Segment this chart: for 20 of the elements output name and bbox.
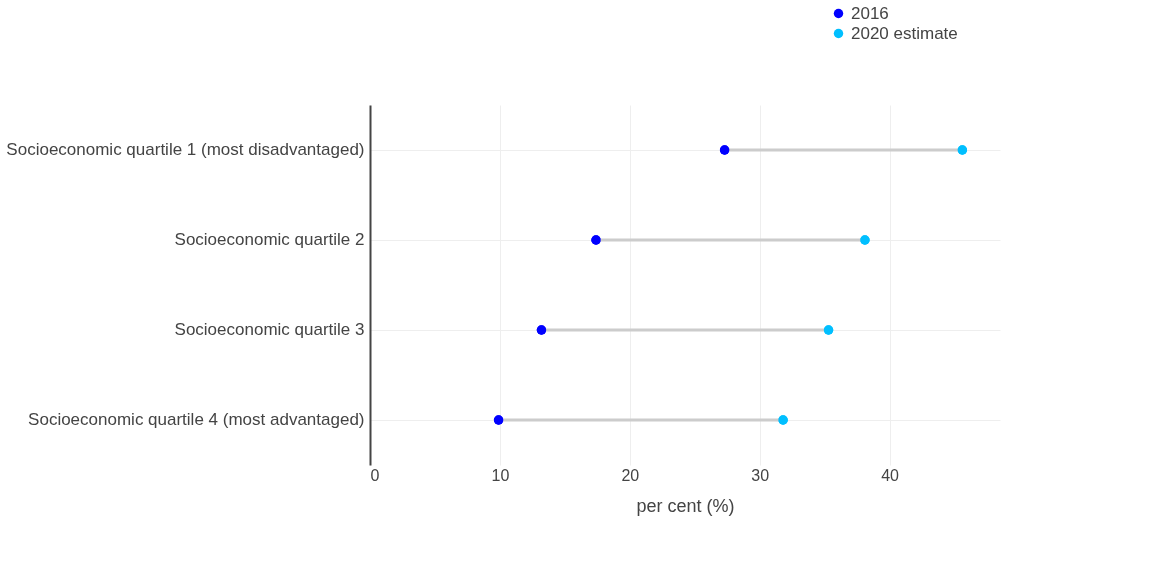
point bbox=[860, 235, 870, 245]
point bbox=[957, 145, 968, 155]
legend-label: 2020 estimate bbox=[851, 23, 958, 43]
x-tick-label: 0 bbox=[370, 466, 380, 484]
x-tick-label: 40 bbox=[881, 466, 900, 484]
point bbox=[778, 415, 788, 425]
x-tick-label: 10 bbox=[491, 466, 510, 484]
y-tick-label: Socioeconomic quartile 2 bbox=[174, 230, 365, 249]
legend-label: 2016 bbox=[851, 3, 889, 23]
point bbox=[493, 415, 504, 425]
point bbox=[719, 145, 730, 155]
x-axis-title: per cent (%) bbox=[636, 495, 735, 516]
y-tick-label: Socioeconomic quartile 4 (most advantaged) bbox=[28, 410, 365, 429]
y-tick-label: Socioeconomic quartile 1 (most disadvantaged) bbox=[6, 140, 365, 159]
point bbox=[823, 325, 834, 335]
x-tick-label: 30 bbox=[751, 466, 770, 484]
point bbox=[591, 235, 601, 245]
x-tick-label: 20 bbox=[621, 466, 640, 484]
point bbox=[536, 325, 547, 335]
y-tick-label: Socioeconomic quartile 3 bbox=[174, 320, 365, 339]
